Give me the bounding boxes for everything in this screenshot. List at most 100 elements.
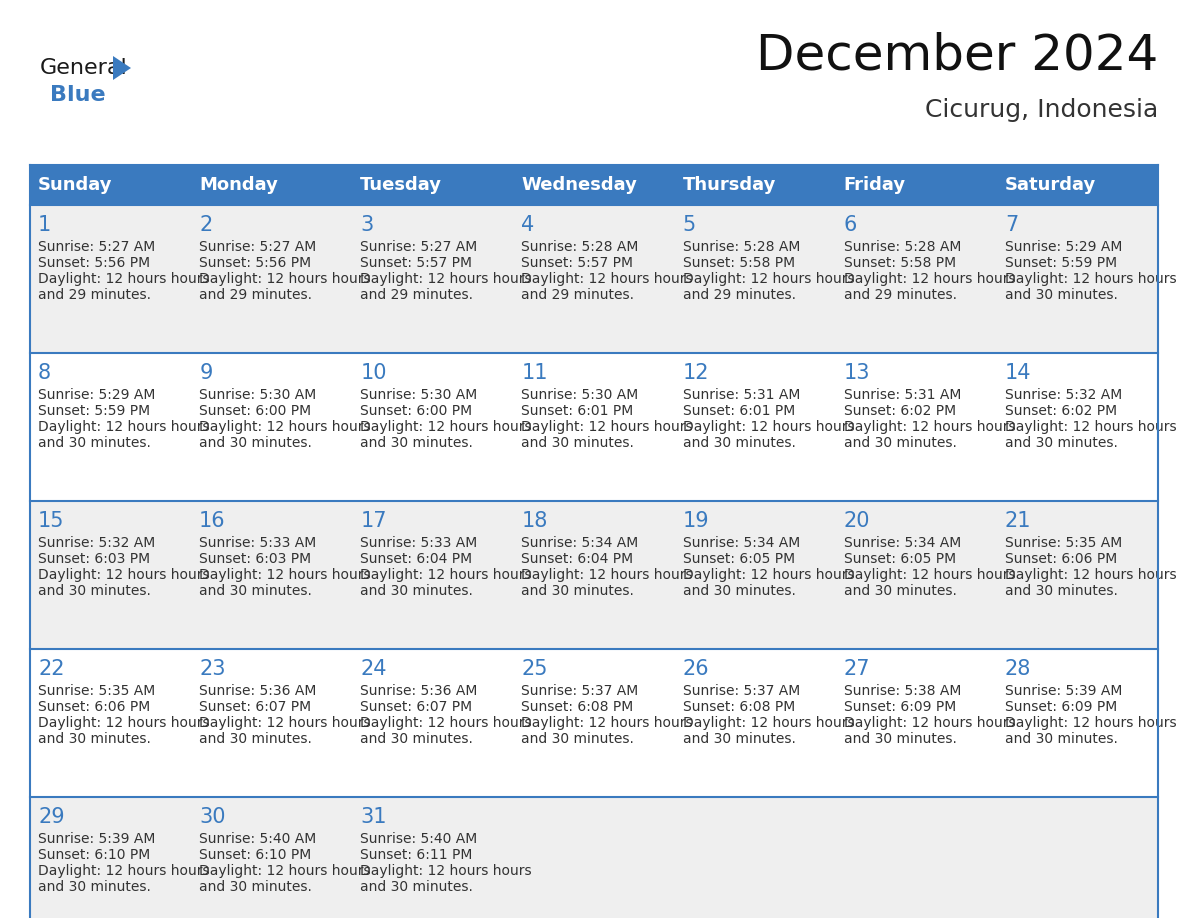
Text: Sunset: 6:00 PM: Sunset: 6:00 PM [360, 404, 473, 418]
Text: Sunrise: 5:34 AM: Sunrise: 5:34 AM [683, 536, 800, 550]
Text: Sunrise: 5:37 AM: Sunrise: 5:37 AM [522, 684, 639, 698]
Text: 16: 16 [200, 511, 226, 531]
Text: Daylight: 12 hours hours: Daylight: 12 hours hours [522, 568, 693, 582]
Text: Sunrise: 5:30 AM: Sunrise: 5:30 AM [522, 388, 639, 402]
Text: Sunset: 5:59 PM: Sunset: 5:59 PM [38, 404, 150, 418]
Text: Sunset: 6:06 PM: Sunset: 6:06 PM [1005, 552, 1117, 566]
Text: 13: 13 [843, 363, 871, 383]
Text: and 29 minutes.: and 29 minutes. [683, 288, 796, 302]
Text: Wednesday: Wednesday [522, 176, 637, 194]
Text: 27: 27 [843, 659, 871, 679]
Text: Sunset: 6:05 PM: Sunset: 6:05 PM [843, 552, 956, 566]
Text: Sunrise: 5:29 AM: Sunrise: 5:29 AM [1005, 240, 1123, 254]
Text: Sunrise: 5:27 AM: Sunrise: 5:27 AM [38, 240, 156, 254]
Text: and 30 minutes.: and 30 minutes. [522, 436, 634, 450]
Text: Sunset: 5:57 PM: Sunset: 5:57 PM [360, 256, 473, 270]
Text: Daylight: 12 hours hours: Daylight: 12 hours hours [522, 420, 693, 434]
Text: 25: 25 [522, 659, 548, 679]
Text: 26: 26 [683, 659, 709, 679]
Text: Sunset: 6:01 PM: Sunset: 6:01 PM [522, 404, 633, 418]
Text: and 30 minutes.: and 30 minutes. [200, 880, 312, 894]
Text: and 30 minutes.: and 30 minutes. [38, 732, 151, 746]
Text: Sunrise: 5:28 AM: Sunrise: 5:28 AM [522, 240, 639, 254]
Text: 31: 31 [360, 807, 387, 827]
Text: 15: 15 [38, 511, 64, 531]
Text: 8: 8 [38, 363, 51, 383]
Text: Sunrise: 5:30 AM: Sunrise: 5:30 AM [360, 388, 478, 402]
Text: 3: 3 [360, 215, 373, 235]
Text: 4: 4 [522, 215, 535, 235]
Text: Sunset: 6:08 PM: Sunset: 6:08 PM [522, 700, 633, 714]
Text: Sunset: 5:56 PM: Sunset: 5:56 PM [200, 256, 311, 270]
Text: Monday: Monday [200, 176, 278, 194]
Text: and 29 minutes.: and 29 minutes. [360, 288, 473, 302]
Text: Sunrise: 5:28 AM: Sunrise: 5:28 AM [843, 240, 961, 254]
Text: 21: 21 [1005, 511, 1031, 531]
Text: 19: 19 [683, 511, 709, 531]
Text: and 30 minutes.: and 30 minutes. [38, 880, 151, 894]
Text: 6: 6 [843, 215, 857, 235]
Text: Sunset: 6:04 PM: Sunset: 6:04 PM [360, 552, 473, 566]
Text: Tuesday: Tuesday [360, 176, 442, 194]
Text: and 30 minutes.: and 30 minutes. [522, 732, 634, 746]
Text: Sunrise: 5:27 AM: Sunrise: 5:27 AM [360, 240, 478, 254]
Text: Daylight: 12 hours hours: Daylight: 12 hours hours [683, 716, 854, 730]
Text: General: General [40, 58, 128, 78]
Text: Daylight: 12 hours hours: Daylight: 12 hours hours [1005, 716, 1176, 730]
Text: Sunrise: 5:31 AM: Sunrise: 5:31 AM [843, 388, 961, 402]
Text: Sunrise: 5:32 AM: Sunrise: 5:32 AM [1005, 388, 1123, 402]
Text: Sunrise: 5:35 AM: Sunrise: 5:35 AM [1005, 536, 1123, 550]
Text: Sunset: 5:58 PM: Sunset: 5:58 PM [843, 256, 956, 270]
Text: and 30 minutes.: and 30 minutes. [843, 584, 956, 598]
Text: and 30 minutes.: and 30 minutes. [1005, 732, 1118, 746]
Text: Sunset: 5:59 PM: Sunset: 5:59 PM [1005, 256, 1117, 270]
Text: and 30 minutes.: and 30 minutes. [843, 732, 956, 746]
Text: Daylight: 12 hours hours: Daylight: 12 hours hours [683, 420, 854, 434]
Text: Daylight: 12 hours hours: Daylight: 12 hours hours [360, 420, 532, 434]
Polygon shape [113, 56, 131, 80]
Text: and 30 minutes.: and 30 minutes. [200, 436, 312, 450]
Text: Daylight: 12 hours hours: Daylight: 12 hours hours [38, 272, 209, 286]
Text: 22: 22 [38, 659, 64, 679]
Text: Sunset: 6:08 PM: Sunset: 6:08 PM [683, 700, 795, 714]
Text: 20: 20 [843, 511, 871, 531]
Text: and 30 minutes.: and 30 minutes. [683, 584, 796, 598]
Text: Sunrise: 5:36 AM: Sunrise: 5:36 AM [360, 684, 478, 698]
Text: Daylight: 12 hours hours: Daylight: 12 hours hours [683, 568, 854, 582]
Text: Sunset: 5:57 PM: Sunset: 5:57 PM [522, 256, 633, 270]
Text: Sunset: 6:06 PM: Sunset: 6:06 PM [38, 700, 150, 714]
Text: 12: 12 [683, 363, 709, 383]
Text: Sunrise: 5:39 AM: Sunrise: 5:39 AM [38, 832, 156, 846]
Text: Sunset: 5:56 PM: Sunset: 5:56 PM [38, 256, 150, 270]
Text: Daylight: 12 hours hours: Daylight: 12 hours hours [200, 420, 371, 434]
Text: and 30 minutes.: and 30 minutes. [360, 880, 473, 894]
Text: and 30 minutes.: and 30 minutes. [38, 584, 151, 598]
Text: Daylight: 12 hours hours: Daylight: 12 hours hours [38, 420, 209, 434]
Text: 24: 24 [360, 659, 387, 679]
Text: 11: 11 [522, 363, 548, 383]
Text: Sunset: 6:10 PM: Sunset: 6:10 PM [38, 848, 150, 862]
Text: and 30 minutes.: and 30 minutes. [200, 732, 312, 746]
Text: Sunrise: 5:34 AM: Sunrise: 5:34 AM [522, 536, 639, 550]
Text: 28: 28 [1005, 659, 1031, 679]
Text: Sunrise: 5:28 AM: Sunrise: 5:28 AM [683, 240, 800, 254]
Text: Sunset: 6:09 PM: Sunset: 6:09 PM [1005, 700, 1117, 714]
Text: Sunrise: 5:40 AM: Sunrise: 5:40 AM [360, 832, 478, 846]
Text: and 30 minutes.: and 30 minutes. [1005, 288, 1118, 302]
Text: Daylight: 12 hours hours: Daylight: 12 hours hours [360, 568, 532, 582]
Text: Daylight: 12 hours hours: Daylight: 12 hours hours [522, 716, 693, 730]
Text: Sunrise: 5:31 AM: Sunrise: 5:31 AM [683, 388, 800, 402]
Text: Sunset: 6:05 PM: Sunset: 6:05 PM [683, 552, 795, 566]
Text: Daylight: 12 hours hours: Daylight: 12 hours hours [200, 864, 371, 878]
Text: and 30 minutes.: and 30 minutes. [843, 436, 956, 450]
Text: Daylight: 12 hours hours: Daylight: 12 hours hours [843, 716, 1016, 730]
Text: Sunrise: 5:33 AM: Sunrise: 5:33 AM [200, 536, 316, 550]
Text: Sunset: 6:09 PM: Sunset: 6:09 PM [843, 700, 956, 714]
Text: Daylight: 12 hours hours: Daylight: 12 hours hours [360, 272, 532, 286]
Text: Daylight: 12 hours hours: Daylight: 12 hours hours [843, 420, 1016, 434]
Text: Sunrise: 5:27 AM: Sunrise: 5:27 AM [200, 240, 316, 254]
Text: Sunrise: 5:36 AM: Sunrise: 5:36 AM [200, 684, 316, 698]
Text: Blue: Blue [50, 85, 106, 105]
Text: Sunset: 6:11 PM: Sunset: 6:11 PM [360, 848, 473, 862]
Text: Daylight: 12 hours hours: Daylight: 12 hours hours [1005, 420, 1176, 434]
